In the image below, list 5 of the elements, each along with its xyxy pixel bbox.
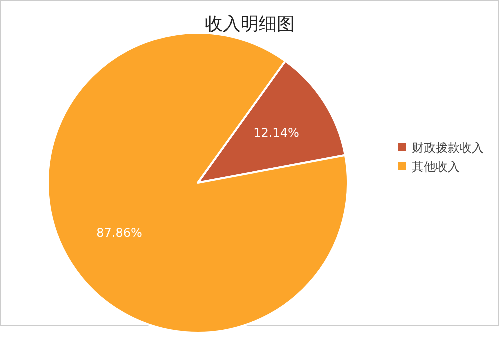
legend-label: 其他收入 bbox=[412, 160, 460, 174]
data-label: 12.14% bbox=[254, 126, 300, 140]
chart-title: 收入明细图 bbox=[205, 14, 295, 35]
legend-label: 财政拨款收入 bbox=[412, 141, 484, 155]
data-label: 87.86% bbox=[96, 226, 142, 240]
